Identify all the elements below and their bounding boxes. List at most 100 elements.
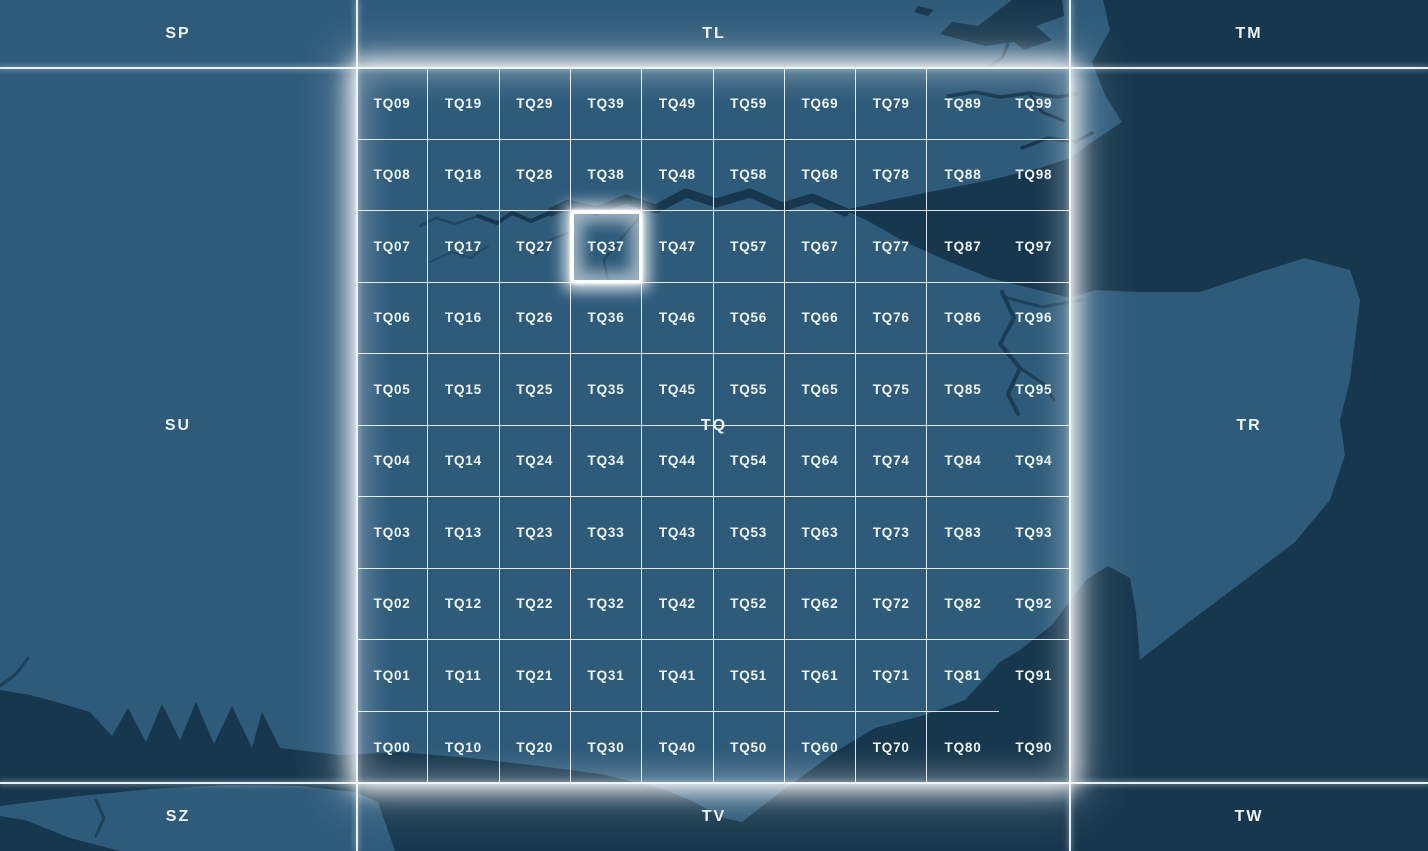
grid-cell-TQ27[interactable]: TQ27 [499, 211, 571, 283]
grid-cell-TQ55[interactable]: TQ55 [713, 354, 785, 426]
grid-cell-TQ16[interactable]: TQ16 [428, 282, 500, 354]
grid-cell-TQ86[interactable]: TQ86 [927, 283, 999, 354]
grid-cell-TQ24[interactable]: TQ24 [499, 425, 571, 497]
grid-cell-TQ37[interactable]: TQ37 [570, 211, 643, 283]
grid-cell-TQ05[interactable]: TQ05 [357, 354, 429, 426]
grid-cell-TQ00[interactable]: TQ00 [357, 711, 429, 783]
grid-cell-TQ82[interactable]: TQ82 [927, 569, 999, 640]
grid-cell-TQ88[interactable]: TQ88 [927, 140, 999, 211]
grid-cell-TQ60[interactable]: TQ60 [785, 711, 857, 783]
grid-cell-TQ97[interactable]: TQ97 [998, 211, 1070, 283]
grid-cell-TQ30[interactable]: TQ30 [571, 711, 643, 783]
grid-cell-TQ57[interactable]: TQ57 [713, 211, 785, 283]
grid-cell-TQ99[interactable]: TQ99 [998, 68, 1070, 140]
grid-cell-TQ79[interactable]: TQ79 [856, 68, 928, 140]
grid-cell-TQ44[interactable]: TQ44 [642, 425, 714, 497]
grid-cell-TQ54[interactable]: TQ54 [713, 425, 785, 497]
grid-cell-TQ96[interactable]: TQ96 [998, 282, 1070, 354]
grid-cell-TQ10[interactable]: TQ10 [428, 711, 500, 783]
grid-cell-TQ75[interactable]: TQ75 [856, 354, 928, 426]
grid-cell-TQ45[interactable]: TQ45 [642, 354, 714, 426]
grid-cell-TQ77[interactable]: TQ77 [856, 211, 928, 283]
grid-cell-TQ68[interactable]: TQ68 [784, 139, 857, 211]
grid-cell-TQ21[interactable]: TQ21 [499, 640, 571, 712]
grid-cell-TQ85[interactable]: TQ85 [927, 354, 999, 426]
grid-cell-TQ69[interactable]: TQ69 [784, 68, 857, 140]
grid-cell-TQ03[interactable]: TQ03 [357, 497, 429, 569]
grid-cell-TQ42[interactable]: TQ42 [642, 568, 714, 640]
grid-cell-TQ92[interactable]: TQ92 [998, 568, 1070, 640]
grid-cell-TQ39[interactable]: TQ39 [570, 68, 643, 140]
grid-cell-TQ17[interactable]: TQ17 [428, 211, 500, 283]
grid-cell-TQ61[interactable]: TQ61 [784, 640, 857, 712]
grid-cell-TQ87[interactable]: TQ87 [927, 211, 999, 283]
grid-cell-TQ76[interactable]: TQ76 [856, 282, 928, 354]
grid-cell-TQ74[interactable]: TQ74 [856, 425, 928, 497]
grid-cell-TQ33[interactable]: TQ33 [570, 497, 643, 569]
grid-cell-TQ41[interactable]: TQ41 [642, 640, 714, 712]
grid-cell-TQ93[interactable]: TQ93 [998, 497, 1070, 569]
grid-cell-TQ31[interactable]: TQ31 [570, 640, 643, 712]
grid-cell-TQ62[interactable]: TQ62 [784, 568, 857, 640]
grid-cell-TQ65[interactable]: TQ65 [784, 354, 857, 426]
grid-cell-TQ36[interactable]: TQ36 [570, 282, 643, 354]
grid-cell-TQ07[interactable]: TQ07 [357, 211, 429, 283]
grid-cell-TQ32[interactable]: TQ32 [570, 568, 643, 640]
grid-cell-TQ11[interactable]: TQ11 [428, 640, 500, 712]
grid-cell-TQ01[interactable]: TQ01 [357, 640, 429, 712]
grid-cell-TQ70[interactable]: TQ70 [856, 711, 928, 783]
grid-cell-TQ02[interactable]: TQ02 [357, 568, 429, 640]
grid-cell-TQ66[interactable]: TQ66 [784, 282, 857, 354]
grid-cell-TQ47[interactable]: TQ47 [642, 211, 714, 283]
grid-cell-TQ20[interactable]: TQ20 [500, 711, 571, 783]
grid-cell-TQ09[interactable]: TQ09 [357, 68, 429, 140]
grid-cell-TQ73[interactable]: TQ73 [856, 497, 928, 569]
grid-cell-TQ72[interactable]: TQ72 [856, 568, 928, 640]
grid-cell-TQ38[interactable]: TQ38 [570, 139, 643, 211]
grid-cell-TQ06[interactable]: TQ06 [357, 282, 429, 354]
grid-cell-TQ98[interactable]: TQ98 [998, 139, 1070, 211]
grid-cell-TQ53[interactable]: TQ53 [713, 497, 785, 569]
grid-cell-TQ25[interactable]: TQ25 [499, 354, 571, 426]
grid-cell-TQ91[interactable]: TQ91 [999, 640, 1070, 712]
grid-cell-TQ52[interactable]: TQ52 [713, 568, 785, 640]
grid-cell-TQ63[interactable]: TQ63 [784, 497, 857, 569]
grid-cell-TQ50[interactable]: TQ50 [714, 711, 785, 783]
grid-cell-TQ56[interactable]: TQ56 [713, 282, 785, 354]
grid-cell-TQ40[interactable]: TQ40 [642, 711, 714, 783]
grid-cell-TQ48[interactable]: TQ48 [642, 139, 714, 211]
grid-cell-TQ08[interactable]: TQ08 [357, 139, 429, 211]
grid-cell-TQ15[interactable]: TQ15 [428, 354, 500, 426]
grid-cell-TQ51[interactable]: TQ51 [713, 640, 785, 712]
grid-cell-TQ58[interactable]: TQ58 [713, 139, 785, 211]
grid-cell-TQ84[interactable]: TQ84 [927, 426, 999, 497]
grid-cell-TQ95[interactable]: TQ95 [998, 354, 1070, 426]
grid-cell-TQ71[interactable]: TQ71 [856, 640, 928, 712]
grid-cell-TQ19[interactable]: TQ19 [428, 68, 500, 140]
grid-cell-TQ35[interactable]: TQ35 [570, 354, 643, 426]
grid-cell-TQ46[interactable]: TQ46 [642, 282, 714, 354]
grid-cell-TQ90[interactable]: TQ90 [999, 711, 1070, 783]
grid-cell-TQ81[interactable]: TQ81 [927, 640, 999, 712]
grid-cell-TQ34[interactable]: TQ34 [570, 425, 643, 497]
grid-cell-TQ28[interactable]: TQ28 [499, 139, 571, 211]
grid-cell-TQ43[interactable]: TQ43 [642, 497, 714, 569]
grid-cell-TQ12[interactable]: TQ12 [428, 568, 500, 640]
grid-cell-TQ64[interactable]: TQ64 [784, 425, 857, 497]
grid-cell-TQ26[interactable]: TQ26 [499, 282, 571, 354]
grid-cell-TQ67[interactable]: TQ67 [784, 211, 857, 283]
grid-cell-TQ23[interactable]: TQ23 [499, 497, 571, 569]
grid-cell-TQ80[interactable]: TQ80 [927, 712, 998, 784]
grid-cell-TQ04[interactable]: TQ04 [357, 425, 429, 497]
grid-cell-TQ83[interactable]: TQ83 [927, 497, 999, 569]
grid-cell-TQ18[interactable]: TQ18 [428, 139, 500, 211]
grid-cell-TQ13[interactable]: TQ13 [428, 497, 500, 569]
grid-cell-TQ78[interactable]: TQ78 [856, 139, 928, 211]
grid-cell-TQ29[interactable]: TQ29 [499, 68, 571, 140]
grid-cell-TQ89[interactable]: TQ89 [927, 68, 999, 140]
grid-cell-TQ14[interactable]: TQ14 [428, 425, 500, 497]
grid-cell-TQ49[interactable]: TQ49 [642, 68, 714, 140]
grid-cell-TQ94[interactable]: TQ94 [998, 425, 1070, 497]
grid-cell-TQ22[interactable]: TQ22 [499, 568, 571, 640]
grid-cell-TQ59[interactable]: TQ59 [713, 68, 785, 140]
